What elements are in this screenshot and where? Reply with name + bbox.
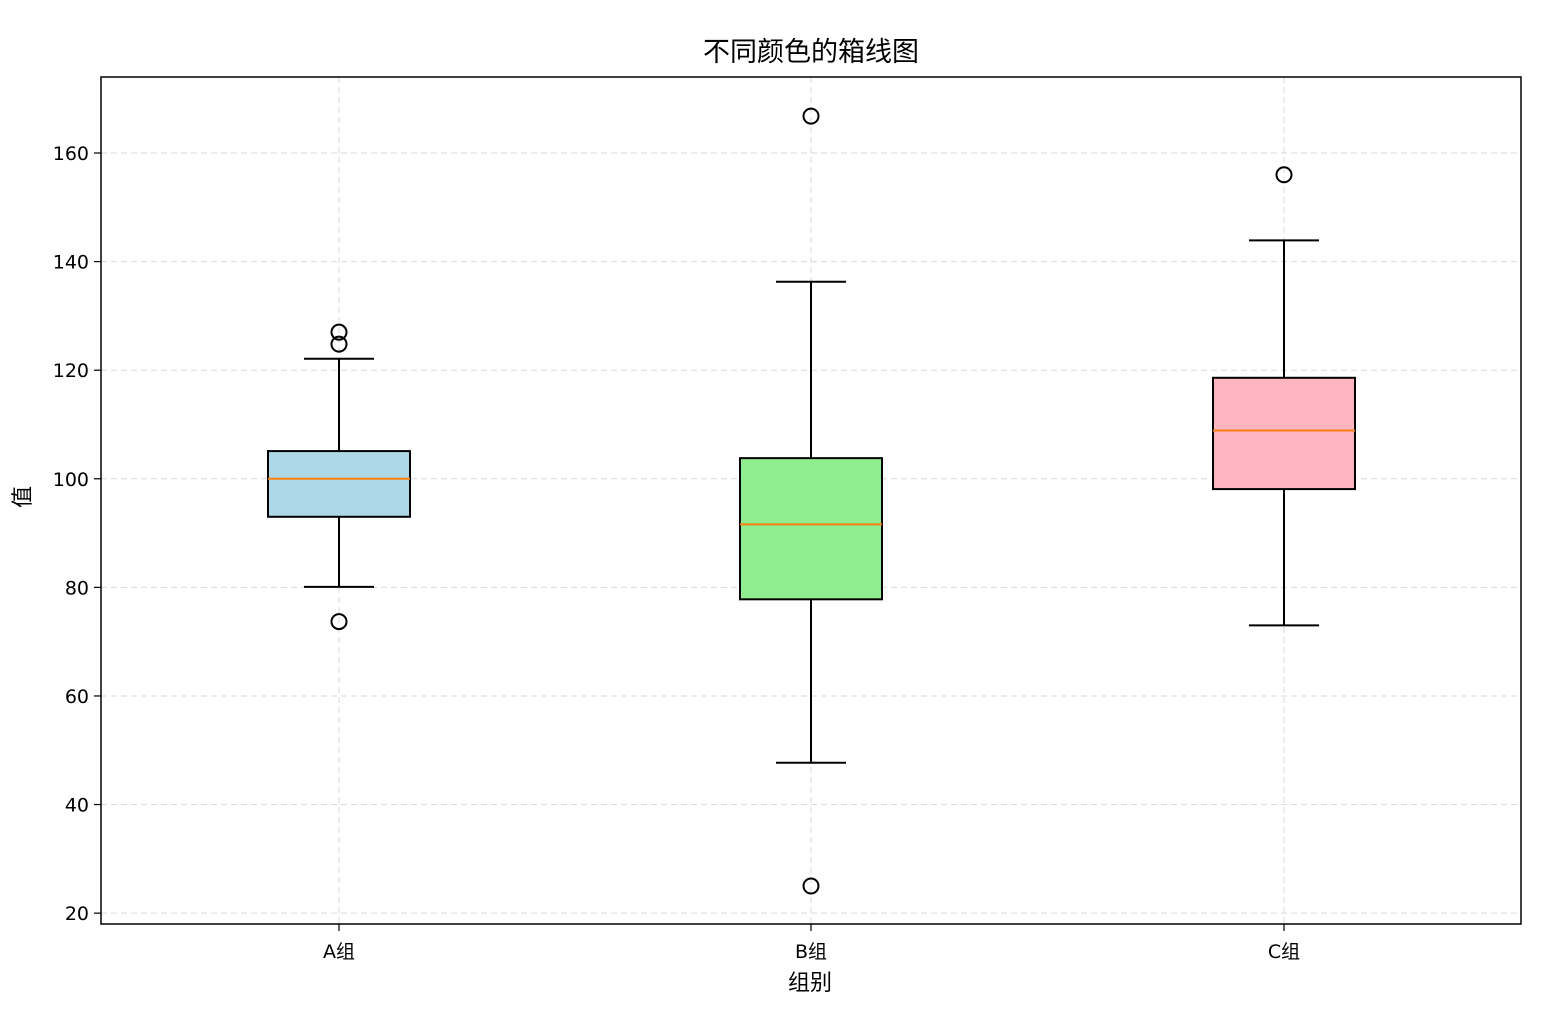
y-tick-label: 40 (65, 795, 89, 817)
y-tick-label: 100 (53, 469, 89, 491)
box-group (1212, 166, 1356, 627)
y-tick-label: 120 (53, 360, 89, 382)
x-tick-label: B组 (795, 941, 827, 963)
box-iqr (1212, 376, 1356, 491)
box-group (267, 323, 411, 631)
y-tick-label: 20 (65, 903, 89, 925)
outlier-point (802, 107, 820, 125)
box-iqr (267, 450, 411, 518)
y-tick-label: 140 (53, 252, 89, 274)
y-tick-label: 160 (53, 143, 89, 165)
outlier-point (802, 877, 820, 895)
y-tick-label: 80 (65, 577, 89, 599)
box-iqr (739, 457, 883, 601)
outlier-point (330, 335, 348, 353)
x-tick-label: C组 (1268, 941, 1300, 963)
x-tick-label: A组 (323, 941, 355, 963)
x-axis-label: 组别 (788, 971, 832, 996)
x-axis: A组 B组 C组 (323, 924, 1300, 963)
box-group (739, 107, 883, 895)
outlier-point (330, 613, 348, 631)
box-series (267, 107, 1356, 895)
y-axis-label: 值 (11, 486, 36, 508)
outlier-point (330, 323, 348, 341)
outlier-point (1275, 166, 1293, 184)
y-tick-label: 60 (65, 686, 89, 708)
chart-title: 不同颜色的箱线图 (703, 37, 919, 68)
y-axis: 20 40 60 80 100 120 140 160 (53, 143, 101, 925)
